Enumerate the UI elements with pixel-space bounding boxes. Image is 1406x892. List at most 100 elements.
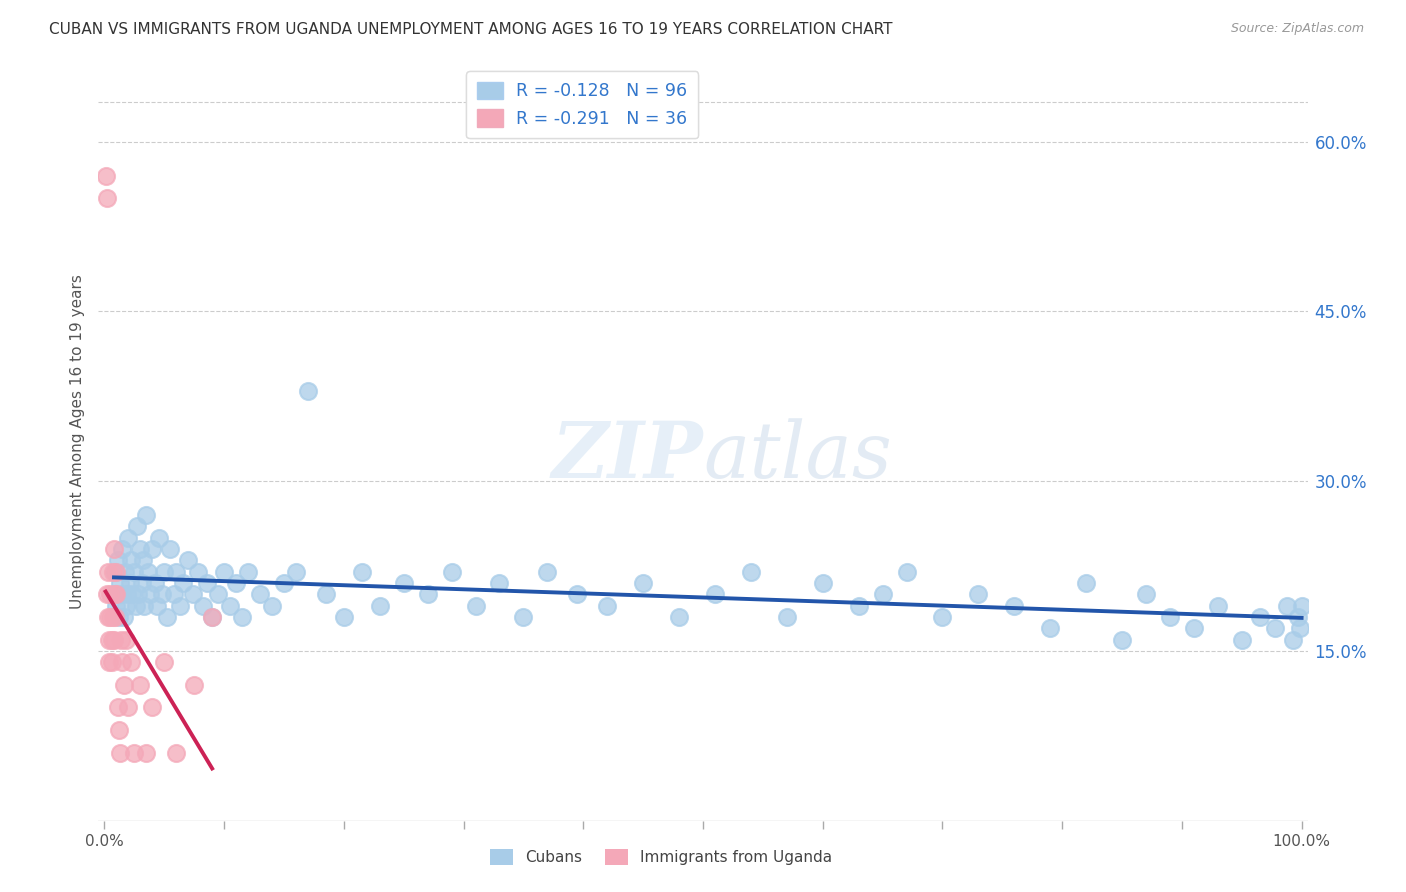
Point [150, 587, 173, 601]
Point [416, 587, 439, 601]
Text: ZIP: ZIP [551, 418, 703, 495]
Point [201, 610, 224, 624]
Point [139, 587, 162, 601]
Point [104, 587, 127, 601]
Point [124, 565, 146, 579]
Point [103, 542, 125, 557]
Point [97, 610, 120, 624]
Point [512, 610, 534, 624]
Point [163, 587, 186, 601]
Point [392, 576, 415, 591]
Point [1159, 610, 1181, 624]
Point [440, 565, 463, 579]
Point [141, 542, 163, 557]
Point [118, 576, 141, 591]
Point [195, 576, 218, 591]
Point [112, 678, 135, 692]
Point [1039, 621, 1062, 635]
Point [236, 565, 259, 579]
Point [100, 587, 122, 601]
Point [125, 519, 148, 533]
Point [105, 565, 128, 579]
Point [172, 576, 194, 591]
Point [156, 610, 179, 624]
Point [165, 565, 187, 579]
Point [115, 599, 138, 613]
Point [567, 587, 589, 601]
Point [464, 599, 486, 613]
Point [284, 565, 307, 579]
Point [153, 655, 176, 669]
Point [107, 553, 129, 567]
Point [872, 587, 894, 601]
Point [159, 542, 181, 557]
Point [776, 610, 799, 624]
Point [187, 565, 209, 579]
Legend: Cubans, Immigrants from Uganda: Cubans, Immigrants from Uganda [484, 843, 838, 871]
Point [121, 587, 143, 601]
Point [273, 576, 295, 591]
Point [1264, 621, 1286, 635]
Point [967, 587, 990, 601]
Point [183, 678, 205, 692]
Point [704, 587, 727, 601]
Point [596, 599, 619, 613]
Point [1206, 599, 1229, 613]
Point [101, 610, 124, 624]
Point [148, 531, 170, 545]
Point [124, 599, 146, 613]
Point [488, 576, 510, 591]
Point [98, 632, 121, 647]
Point [141, 700, 163, 714]
Point [848, 599, 870, 613]
Point [136, 565, 159, 579]
Point [100, 610, 122, 624]
Point [297, 384, 319, 398]
Point [132, 599, 155, 613]
Point [896, 565, 918, 579]
Point [333, 610, 356, 624]
Point [105, 587, 128, 601]
Point [811, 576, 834, 591]
Point [115, 632, 138, 647]
Point [143, 576, 166, 591]
Point [931, 610, 953, 624]
Point [107, 700, 129, 714]
Point [231, 610, 253, 624]
Point [96, 587, 118, 601]
Point [108, 576, 131, 591]
Point [225, 576, 247, 591]
Point [129, 542, 152, 557]
Point [127, 587, 149, 601]
Point [114, 565, 136, 579]
Point [350, 565, 373, 579]
Point [1249, 610, 1271, 624]
Point [103, 587, 125, 601]
Point [191, 599, 214, 613]
Text: atlas: atlas [703, 418, 891, 495]
Text: CUBAN VS IMMIGRANTS FROM UGANDA UNEMPLOYMENT AMONG AGES 16 TO 19 YEARS CORRELATI: CUBAN VS IMMIGRANTS FROM UGANDA UNEMPLOY… [49, 22, 893, 37]
Point [153, 565, 176, 579]
Point [146, 599, 169, 613]
Point [1135, 587, 1157, 601]
Point [111, 542, 134, 557]
Point [101, 565, 124, 579]
Point [1002, 599, 1025, 613]
Point [207, 587, 229, 601]
Point [1277, 599, 1299, 613]
Point [631, 576, 654, 591]
Point [104, 610, 127, 624]
Point [201, 610, 224, 624]
Point [117, 700, 139, 714]
Point [98, 655, 121, 669]
Point [104, 565, 127, 579]
Point [135, 746, 157, 760]
Point [181, 587, 204, 601]
Legend: R = -0.128   N = 96, R = -0.291   N = 36: R = -0.128 N = 96, R = -0.291 N = 36 [467, 71, 697, 138]
Point [169, 599, 191, 613]
Point [96, 191, 118, 205]
Point [117, 531, 139, 545]
Point [129, 678, 152, 692]
Point [132, 553, 155, 567]
Point [1282, 632, 1305, 647]
